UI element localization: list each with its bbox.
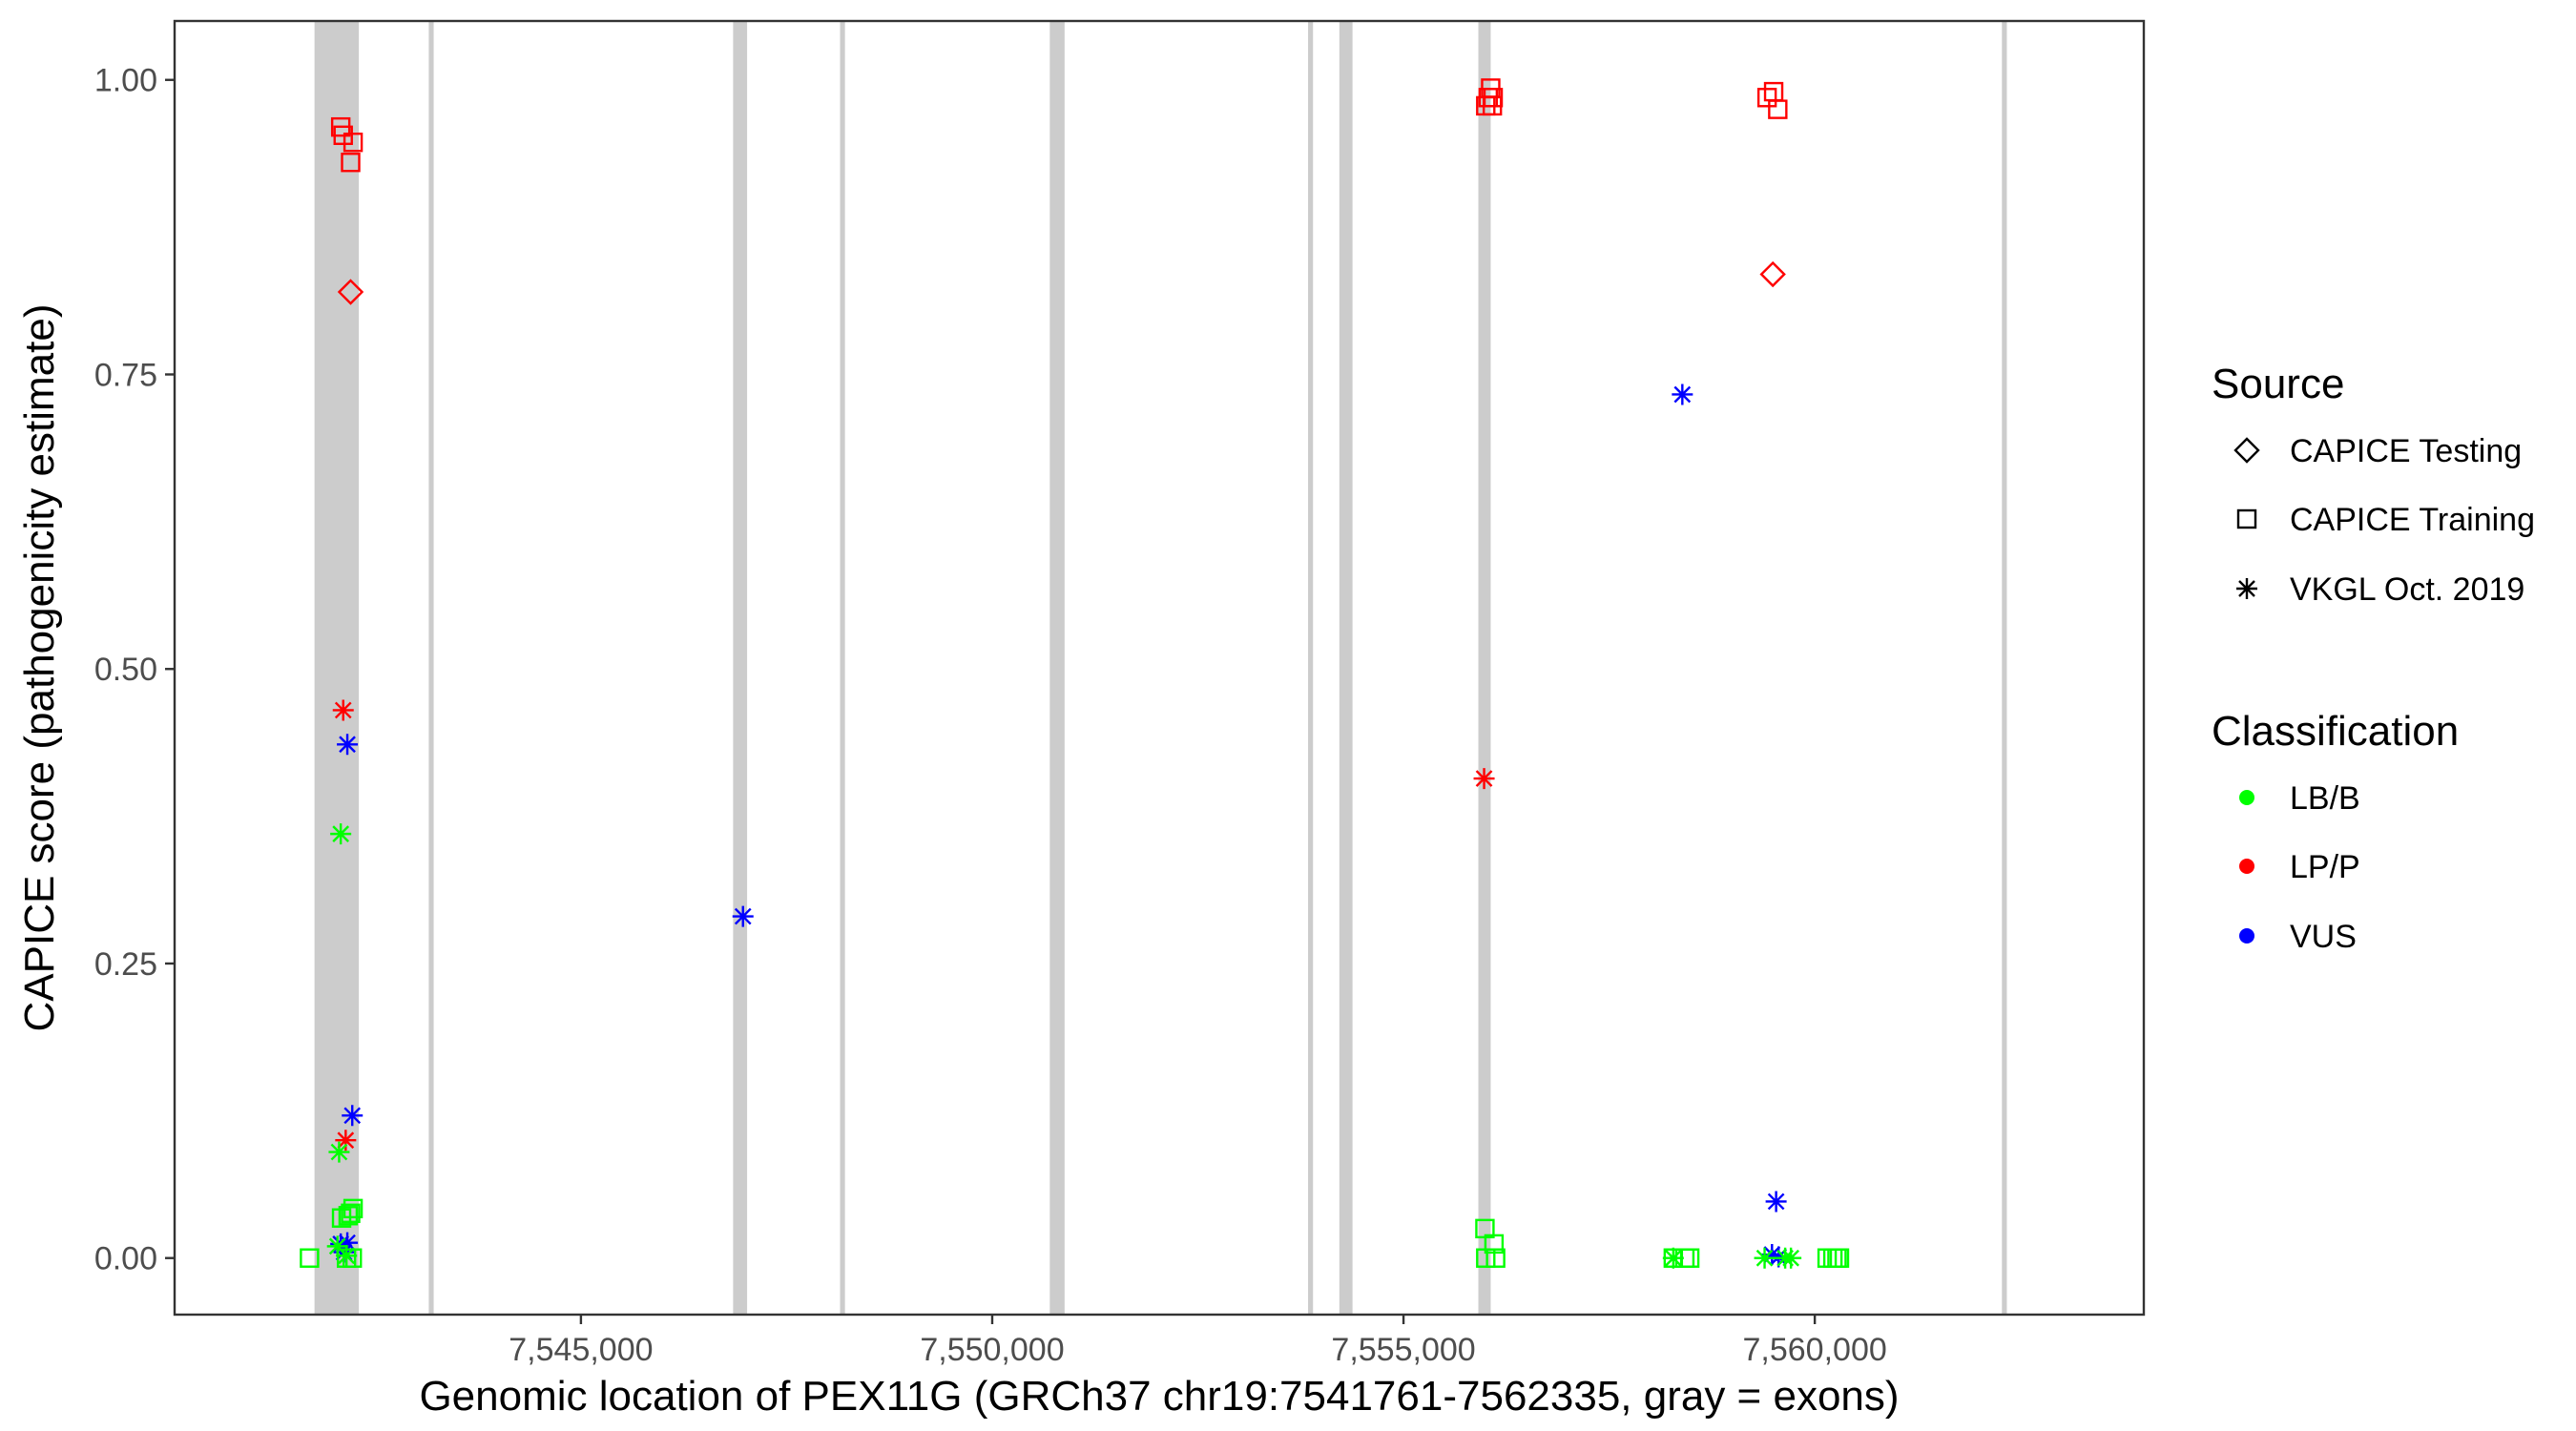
x-tick-label: 7,545,000 [509, 1332, 653, 1368]
exon-band [840, 21, 845, 1315]
data-point [335, 1130, 357, 1151]
data-points [300, 78, 1850, 1269]
data-point [338, 1206, 359, 1226]
data-point [1476, 1248, 1496, 1268]
data-point [1756, 88, 1777, 108]
exon-band [1339, 21, 1353, 1315]
y-tick-label: 1.00 [94, 63, 157, 99]
x-axis: 7,545,000 7,550,000 7,555,000 7,560,000 [509, 1315, 1887, 1368]
data-point [336, 1248, 357, 1268]
data-point [1827, 1248, 1847, 1268]
x-tick-label: 7,555,000 [1331, 1332, 1475, 1368]
legend-key [2239, 859, 2254, 874]
data-point [337, 734, 359, 756]
data-point [1485, 1248, 1506, 1268]
data-point [333, 125, 353, 145]
data-point [1768, 1246, 1790, 1268]
data-point [328, 1141, 350, 1163]
data-point [341, 1203, 361, 1223]
y-tick-label: 0.00 [94, 1241, 157, 1277]
data-point [1765, 1191, 1787, 1213]
x-tick-label: 7,560,000 [1743, 1332, 1887, 1368]
exon-band [1308, 21, 1314, 1315]
data-point [336, 1245, 358, 1267]
legend-key [2236, 578, 2257, 599]
data-point [343, 1198, 364, 1219]
exon-band [428, 21, 434, 1315]
data-point [342, 1105, 364, 1127]
legend-label: CAPICE Testing [2290, 433, 2522, 469]
legend-key [2239, 928, 2254, 944]
data-point [343, 133, 364, 153]
legend-label: VUS [2290, 919, 2357, 955]
legend-label: LB/B [2290, 780, 2360, 817]
data-point [341, 152, 361, 173]
data-point [1775, 1247, 1797, 1269]
legend-classification-title: Classification [2212, 708, 2459, 755]
legend-key [2239, 790, 2254, 805]
legend-key [2236, 508, 2257, 529]
x-axis-title: Genomic location of PEX11G (GRCh37 chr19… [419, 1373, 1899, 1420]
data-point [330, 823, 352, 845]
data-point [1754, 1247, 1776, 1269]
exon-band [2002, 21, 2007, 1315]
data-point [1679, 1248, 1700, 1268]
legend-source-title: Source [2212, 361, 2344, 407]
data-point [1761, 1244, 1783, 1266]
plot-panel-border [173, 19, 2146, 1317]
data-point [300, 1248, 320, 1268]
legend-label: VKGL Oct. 2019 [2290, 571, 2524, 608]
data-point [732, 905, 754, 927]
exon-band [314, 21, 360, 1315]
exon-band [1478, 21, 1491, 1315]
legend-label: LP/P [2290, 849, 2360, 885]
y-tick-label: 0.75 [94, 357, 157, 393]
data-point [326, 1235, 348, 1257]
legend-label: CAPICE Training [2290, 502, 2535, 538]
data-point [332, 699, 354, 721]
legend: Source Classification CAPICE Testing CAPI… [2212, 361, 2535, 955]
data-point [1768, 99, 1788, 119]
data-point [337, 1232, 359, 1254]
data-point [1473, 768, 1495, 790]
y-tick-label: 0.25 [94, 946, 157, 983]
y-axis-title: CAPICE score (pathogenicity estimate) [16, 304, 63, 1032]
exon-bands [314, 21, 2007, 1315]
x-tick-label: 7,550,000 [920, 1332, 1064, 1368]
legend-key [2233, 437, 2260, 464]
data-point [1672, 384, 1693, 405]
y-axis: 0.00 0.25 0.50 0.75 1.00 [94, 63, 175, 1277]
data-point [337, 279, 364, 305]
data-point [1482, 95, 1503, 116]
data-point [1759, 260, 1786, 288]
exon-band [733, 21, 748, 1315]
exon-band [1049, 21, 1065, 1315]
y-tick-label: 0.50 [94, 652, 157, 688]
data-point [1662, 1247, 1684, 1269]
